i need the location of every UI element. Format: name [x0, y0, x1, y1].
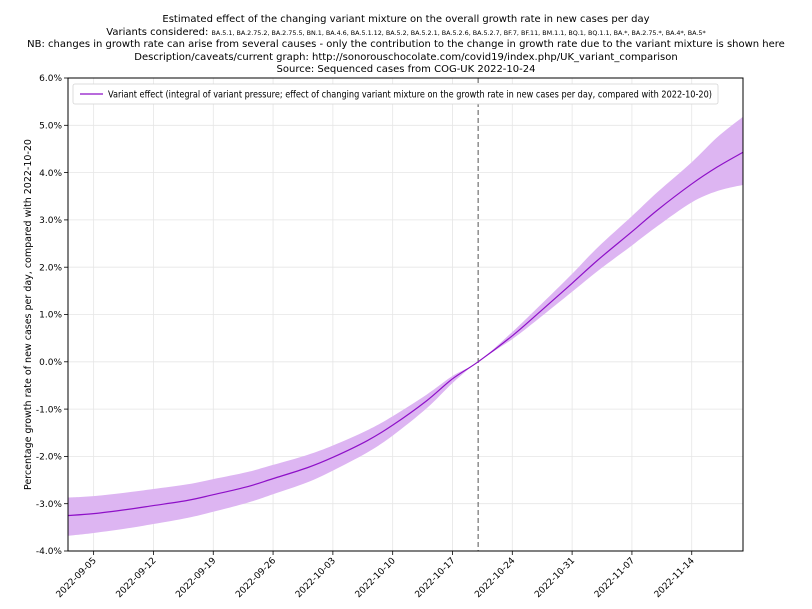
- chart-title-block: Estimated effect of the changing variant…: [0, 14, 812, 77]
- y-tick-label: 6.0%: [39, 74, 62, 84]
- y-axis-label: Percentage growth rate of new cases per …: [23, 139, 34, 490]
- y-tick-label: 0.0%: [39, 358, 62, 368]
- chart-subtitle-nb: NB: changes in growth rate can arise fro…: [27, 39, 785, 50]
- x-tick-label: 2022-09-05: [55, 556, 99, 600]
- series-line: [67, 151, 744, 517]
- x-tick-label: 2022-10-17: [414, 556, 458, 600]
- x-tick-label: 2022-09-19: [174, 556, 218, 600]
- x-tick-label: 2022-09-12: [115, 556, 159, 600]
- y-tick-label: -1.0%: [36, 405, 63, 415]
- y-tick-label: 1.0%: [39, 311, 62, 321]
- x-tick-label: 2022-11-14: [653, 556, 697, 600]
- x-tick-label: 2022-11-07: [593, 556, 637, 600]
- x-tick-label: 2022-10-24: [473, 556, 517, 600]
- y-tick-label: 5.0%: [39, 122, 62, 132]
- chart-subtitle-description: Description/caveats/current graph: http:…: [134, 51, 678, 63]
- y-tick-label: 3.0%: [39, 216, 62, 226]
- y-axis: -4.0% -3.0% -2.0% -1.0% 0.0% 1.0% 2.0% 3.0% 4.0%…: [36, 74, 68, 557]
- y-tick-label: 4.0%: [39, 169, 62, 179]
- chart-title: Estimated effect of the changing variant…: [162, 14, 650, 25]
- y-tick-label: -2.0%: [36, 453, 63, 463]
- x-tick-label: 2022-10-31: [533, 556, 577, 600]
- confidence-band: [68, 116, 743, 536]
- variants-list: BA.5.1, BA.2.75.2, BA.2.75.5, BN.1, BA.4…: [211, 28, 706, 37]
- x-tick-label: 2022-10-03: [294, 556, 338, 600]
- grid-layer: [68, 77, 743, 552]
- variants-label: Variants considered:: [106, 26, 212, 38]
- chart-subtitle-variants: Variants considered: BA.5.1, BA.2.75.2, …: [0, 27, 812, 40]
- y-tick-label: -3.0%: [36, 500, 63, 510]
- y-tick-label: 2.0%: [39, 263, 62, 273]
- chart-subtitle-source: Source: Sequenced cases from COG-UK 2022…: [276, 64, 536, 75]
- legend-label: Variant effect (integral of variant pres…: [108, 90, 712, 101]
- x-tick-label: 2022-10-10: [354, 556, 398, 600]
- legend: Variant effect (integral of variant pres…: [72, 83, 719, 105]
- y-tick-label: -4.0%: [36, 547, 63, 557]
- legend-box: [72, 83, 719, 105]
- x-axis: 2022-09-05 2022-09-12 2022-09-19 2022-09-26…: [55, 551, 697, 600]
- x-tick-label: 2022-09-26: [234, 556, 278, 600]
